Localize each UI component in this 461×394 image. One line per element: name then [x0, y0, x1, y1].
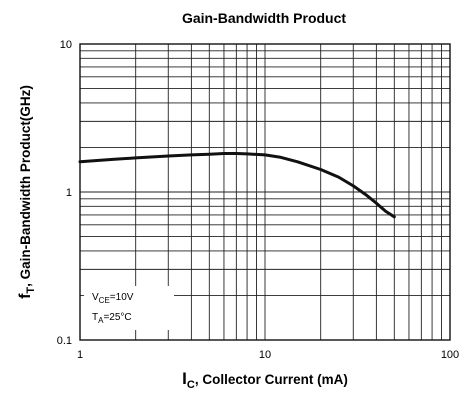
x-tick-label: 10	[259, 349, 271, 361]
chart-title: Gain-Bandwidth Product	[182, 10, 346, 26]
annotation-ta: TA=25°C	[92, 312, 132, 325]
annotation-background	[84, 286, 174, 330]
plot-frame	[79, 43, 451, 341]
y-tick-label: 0.1	[57, 335, 72, 347]
series-line	[78, 152, 396, 219]
annotation-box: VCE=10V TA=25°C	[84, 286, 174, 330]
x-axis-label: IC, Collector Current (mA)	[182, 369, 348, 391]
y-tick-label: 1	[66, 187, 72, 199]
x-tick-label: 100	[441, 349, 459, 361]
grid-lines	[80, 44, 450, 340]
annotation-vce: VCE=10V	[92, 292, 134, 305]
y-tick-label: 10	[60, 39, 72, 51]
x-tick-label: 1	[77, 349, 83, 361]
y-axis-label: fT, Gain-Bandwidth Product(GHz)	[17, 85, 37, 299]
tick-labels: 1 10 100 0.1 1 10	[57, 39, 459, 361]
